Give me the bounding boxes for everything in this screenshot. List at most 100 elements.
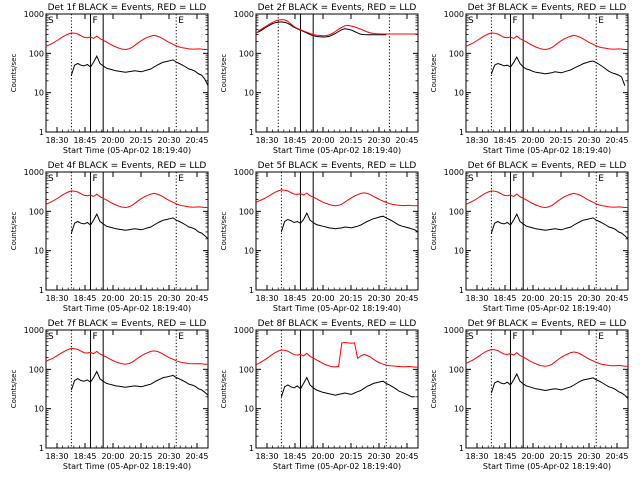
series-line-lld [45,190,208,209]
y-tick-label: 10 [34,247,44,256]
x-tick-label: 20:30 [367,452,390,461]
time-marker-label: E [178,174,184,184]
x-tick-label: 20:15 [129,136,152,145]
x-tick-label: 20:15 [129,294,152,303]
chart-title: Det 6f BLACK = Events, RED = LLD [468,161,627,171]
y-tick-label: 10 [34,89,44,98]
time-marker-label: E [598,174,604,184]
series-line-lld [465,190,628,209]
time-marker-label: E [598,16,604,26]
x-axis-label: Start Time (05-Apr-02 18:19:40) [63,462,191,471]
y-tick-label: 100 [239,365,254,374]
x-tick-label: 20:30 [157,294,180,303]
time-marker-label: F [512,332,517,342]
plot-frame [45,13,209,133]
x-tick-label: 20:45 [185,294,208,303]
y-axis-label: Counts/sec [10,212,18,251]
y-tick-label: 100 [239,49,254,58]
x-axis-label: Start Time (05-Apr-02 18:19:40) [63,304,191,313]
chart-panel-5: Det 5f BLACK = Events, RED = LLD 1 10 100 10… [220,161,419,313]
x-tick-label: 20:00 [101,452,124,461]
y-axis-label: Counts/sec [430,370,438,409]
chart-title: Det 7f BLACK = Events, RED = LLD [48,319,207,329]
x-axis-label: Start Time (05-Apr-02 18:19:40) [483,146,611,155]
y-tick-label: 10 [34,405,44,414]
y-tick-label: 1 [459,444,464,453]
y-tick-label: 100 [29,49,44,58]
y-tick-label: 10 [454,247,464,256]
y-tick-label: 10 [244,405,254,414]
time-marker-label: F [512,16,517,26]
x-tick-label: 20:45 [185,136,208,145]
y-tick-label: 1000 [444,168,464,177]
series-line-lld [255,189,418,207]
series-line-lld [255,19,418,37]
x-tick-label: 20:15 [339,136,362,145]
plot-frame [45,171,209,291]
y-tick-label: 100 [449,365,464,374]
series-line-lld [255,341,418,368]
x-tick-label: 20:00 [521,136,544,145]
time-marker-label: E [598,332,604,342]
time-marker-label: E [178,332,184,342]
x-tick-label: 18:45 [493,294,516,303]
x-tick-label: 20:30 [157,136,180,145]
x-tick-label: 20:00 [521,452,544,461]
x-tick-label: 18:30 [45,294,68,303]
x-tick-label: 20:15 [549,136,572,145]
y-tick-label: 1000 [24,168,44,177]
y-axis-label: Counts/sec [220,370,228,409]
x-tick-label: 20:30 [367,294,390,303]
y-tick-label: 10 [454,405,464,414]
chart-panel-2: Det 2f BLACK = Events, RED = LLD 1 10 100 10… [220,3,419,155]
chart-title: Det 8f BLACK = Events, RED = LLD [258,319,417,329]
x-tick-label: 20:00 [521,294,544,303]
x-tick-label: 20:45 [395,452,418,461]
series-line-lld [465,348,628,367]
chart-panel-1: Det 1f BLACK = Events, RED = LLD 1 10 100 10… [10,3,209,155]
y-tick-label: 100 [449,207,464,216]
x-tick-label: 18:30 [45,136,68,145]
plot-frame [465,171,629,291]
time-marker-label: S [468,16,474,26]
time-marker-label: F [92,174,97,184]
x-tick-label: 20:15 [549,294,572,303]
chart-title: Det 1f BLACK = Events, RED = LLD [48,3,207,13]
series-line-events [70,370,209,396]
y-tick-label: 1000 [234,168,254,177]
series-line-lld [45,347,208,365]
y-axis-label: Counts/sec [10,54,18,93]
y-tick-label: 1000 [24,326,44,335]
y-tick-label: 1 [249,444,254,453]
x-axis-label: Start Time (05-Apr-02 18:19:40) [483,304,611,313]
series-line-lld [465,32,628,51]
y-axis-label: Counts/sec [220,54,228,93]
x-axis-label: Start Time (05-Apr-02 18:19:40) [63,146,191,155]
x-tick-label: 18:45 [283,136,306,145]
x-tick-label: 18:45 [73,294,96,303]
chart-panel-4: Det 4f BLACK = Events, RED = LLD 1 10 100 10… [10,161,209,313]
x-axis-label: Start Time (05-Apr-02 18:19:40) [273,304,401,313]
x-axis-label: Start Time (05-Apr-02 18:19:40) [273,146,401,155]
plot-frame [255,171,419,291]
y-tick-label: 1000 [234,10,254,19]
x-tick-label: 20:30 [367,136,390,145]
y-tick-label: 1000 [444,10,464,19]
y-tick-label: 1 [39,286,44,295]
chart-panel-9: Det 9f BLACK = Events, RED = LLD 1 10 100 10… [430,319,629,471]
y-tick-label: 1 [249,286,254,295]
y-tick-label: 10 [454,89,464,98]
y-tick-label: 100 [29,207,44,216]
series-line-events [490,56,626,86]
x-tick-label: 18:45 [73,136,96,145]
y-tick-label: 1 [39,444,44,453]
x-axis-label: Start Time (05-Apr-02 18:19:40) [483,462,611,471]
x-tick-label: 20:45 [395,136,418,145]
x-tick-label: 20:30 [157,452,180,461]
x-tick-label: 18:30 [255,136,278,145]
x-tick-label: 20:15 [339,452,362,461]
x-tick-label: 20:30 [577,294,600,303]
x-tick-label: 20:30 [577,136,600,145]
plot-frame [465,329,629,449]
x-tick-label: 20:45 [605,136,628,145]
